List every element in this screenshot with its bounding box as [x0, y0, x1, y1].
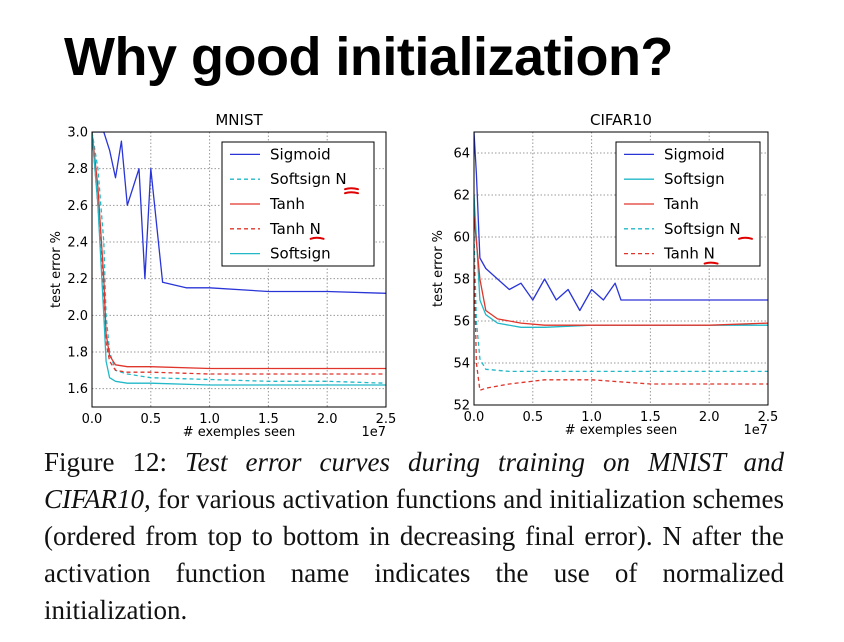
x-tick-label: 0.0 [82, 412, 103, 427]
y-tick-label: 2.2 [67, 272, 88, 287]
series-line-tanh [474, 215, 768, 326]
slide-title: Why good initialization? [64, 27, 673, 87]
y-axis-label: test error % [431, 230, 446, 307]
x-tick-label: 1.0 [581, 410, 602, 425]
y-tick-label: 1.6 [67, 382, 88, 397]
x-axis-label: # exemples seen [183, 425, 296, 440]
y-axis-label: test error % [49, 231, 64, 308]
y-tick-label: 58 [453, 273, 470, 288]
annotation-underline [344, 187, 359, 191]
caption-italic: Test error curves during training on MNI… [44, 447, 785, 514]
chart-title: MNIST [215, 111, 263, 129]
x-tick-label: 0.0 [464, 410, 485, 425]
series-line-tanh [92, 132, 386, 370]
series-line-softsign-n [92, 132, 386, 384]
x-axis-multiplier: 1e7 [361, 425, 386, 440]
annotation-underline [738, 236, 753, 240]
y-tick-label: 56 [453, 315, 470, 330]
series-line-tanh-n [92, 132, 386, 375]
legend-entry-tanh: Tanh [663, 195, 699, 213]
caption-label: Figure 12: [44, 447, 167, 477]
axes-frame [473, 131, 769, 406]
annotation-underline [344, 191, 359, 195]
y-tick-label: 2.6 [67, 199, 88, 214]
series-line-sigmoid [92, 132, 386, 294]
x-tick-label: 2.5 [376, 412, 397, 427]
series-line-sigmoid [474, 132, 768, 312]
y-tick-label: 64 [453, 147, 470, 162]
x-tick-label: 1.0 [199, 412, 220, 427]
x-tick-label: 1.5 [258, 412, 279, 427]
axes-frame [91, 131, 387, 408]
x-axis-label: # exemples seen [565, 423, 678, 438]
figure-caption: Figure 12: Test error curves during trai… [44, 444, 784, 629]
series-group [92, 132, 386, 386]
x-axis-multiplier: 1e7 [743, 423, 768, 438]
x-tick-label: 1.5 [640, 410, 661, 425]
y-tick-label: 54 [453, 357, 470, 372]
caption-text: for various activation functions and ini… [44, 484, 785, 625]
x-tick-label: 2.0 [699, 410, 720, 425]
x-tick-label: 0.5 [522, 410, 543, 425]
y-tick-label: 52 [453, 399, 470, 414]
y-tick-label: 2.4 [67, 236, 88, 251]
annotation-underline [309, 236, 325, 240]
legend-entry-softsign-n: Softsign N [664, 220, 741, 238]
series-line-softsign-n [474, 236, 768, 373]
y-tick-label: 60 [453, 231, 470, 246]
legend-entry-sigmoid: Sigmoid [270, 145, 331, 163]
y-tick-label: 3.0 [67, 126, 88, 141]
y-tick-label: 1.8 [67, 346, 88, 361]
mnist-chart: 0.0 0.5 1.0 1.5 2.0 2.5 1.6 1.8 2.0 2.2 2.4 2.6 2.8 3… [49, 111, 397, 440]
legend-entry-softsign-n: Softsign N [270, 170, 347, 188]
y-tick-label: 2.0 [67, 309, 88, 324]
legend-entry-softsign: Softsign [270, 245, 331, 263]
chart-title: CIFAR10 [590, 111, 652, 129]
legend-entry-tanh-n: Tanh N [269, 220, 321, 238]
legend-entry-tanh-n: Tanh N [663, 245, 715, 263]
annotation-underline [703, 261, 719, 265]
y-tick-label: 62 [453, 189, 470, 204]
x-tick-label: 2.0 [317, 412, 338, 427]
legend-entry-tanh: Tanh [269, 195, 305, 213]
series-line-softsign [92, 132, 386, 386]
x-tick-label: 0.5 [140, 412, 161, 427]
cifar10-chart: 0.0 0.5 1.0 1.5 2.0 2.5 52 54 56 58 60 62 64 CIFAR10 #… [431, 111, 779, 438]
legend-entry-softsign: Softsign [664, 170, 725, 188]
x-tick-label: 2.5 [758, 410, 779, 425]
y-tick-label: 2.8 [67, 162, 88, 177]
legend-entry-sigmoid: Sigmoid [664, 145, 725, 163]
series-group [474, 132, 768, 391]
